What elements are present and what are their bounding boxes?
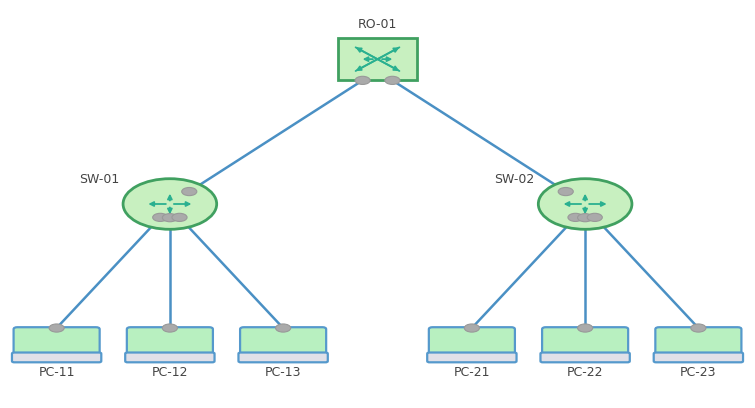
- Circle shape: [162, 214, 177, 222]
- Text: PC-13: PC-13: [265, 366, 301, 379]
- Circle shape: [538, 179, 632, 229]
- Text: PC-22: PC-22: [567, 366, 603, 379]
- FancyBboxPatch shape: [541, 353, 630, 362]
- Circle shape: [162, 324, 177, 332]
- FancyBboxPatch shape: [654, 353, 743, 362]
- Circle shape: [464, 324, 479, 332]
- Text: RO-01: RO-01: [358, 18, 397, 31]
- FancyBboxPatch shape: [338, 38, 417, 80]
- FancyBboxPatch shape: [542, 327, 628, 355]
- Circle shape: [691, 324, 706, 332]
- Circle shape: [568, 213, 583, 222]
- Text: PC-11: PC-11: [39, 366, 75, 379]
- Text: PC-21: PC-21: [454, 366, 490, 379]
- Circle shape: [172, 213, 187, 222]
- Text: PC-12: PC-12: [152, 366, 188, 379]
- FancyBboxPatch shape: [240, 327, 326, 355]
- Circle shape: [578, 324, 593, 332]
- FancyBboxPatch shape: [125, 353, 214, 362]
- FancyBboxPatch shape: [427, 353, 516, 362]
- Circle shape: [49, 324, 64, 332]
- Text: SW-01: SW-01: [79, 173, 119, 186]
- Text: PC-23: PC-23: [680, 366, 716, 379]
- Circle shape: [355, 76, 370, 84]
- FancyBboxPatch shape: [127, 327, 213, 355]
- FancyBboxPatch shape: [14, 327, 100, 355]
- FancyBboxPatch shape: [429, 327, 515, 355]
- Circle shape: [587, 213, 602, 222]
- Circle shape: [558, 188, 573, 196]
- Circle shape: [385, 76, 400, 84]
- Text: SW-02: SW-02: [495, 173, 535, 186]
- Circle shape: [578, 214, 593, 222]
- Circle shape: [276, 324, 291, 332]
- Circle shape: [182, 188, 197, 196]
- Circle shape: [123, 179, 217, 229]
- FancyBboxPatch shape: [12, 353, 101, 362]
- FancyBboxPatch shape: [239, 353, 328, 362]
- Circle shape: [153, 213, 168, 222]
- FancyBboxPatch shape: [655, 327, 741, 355]
